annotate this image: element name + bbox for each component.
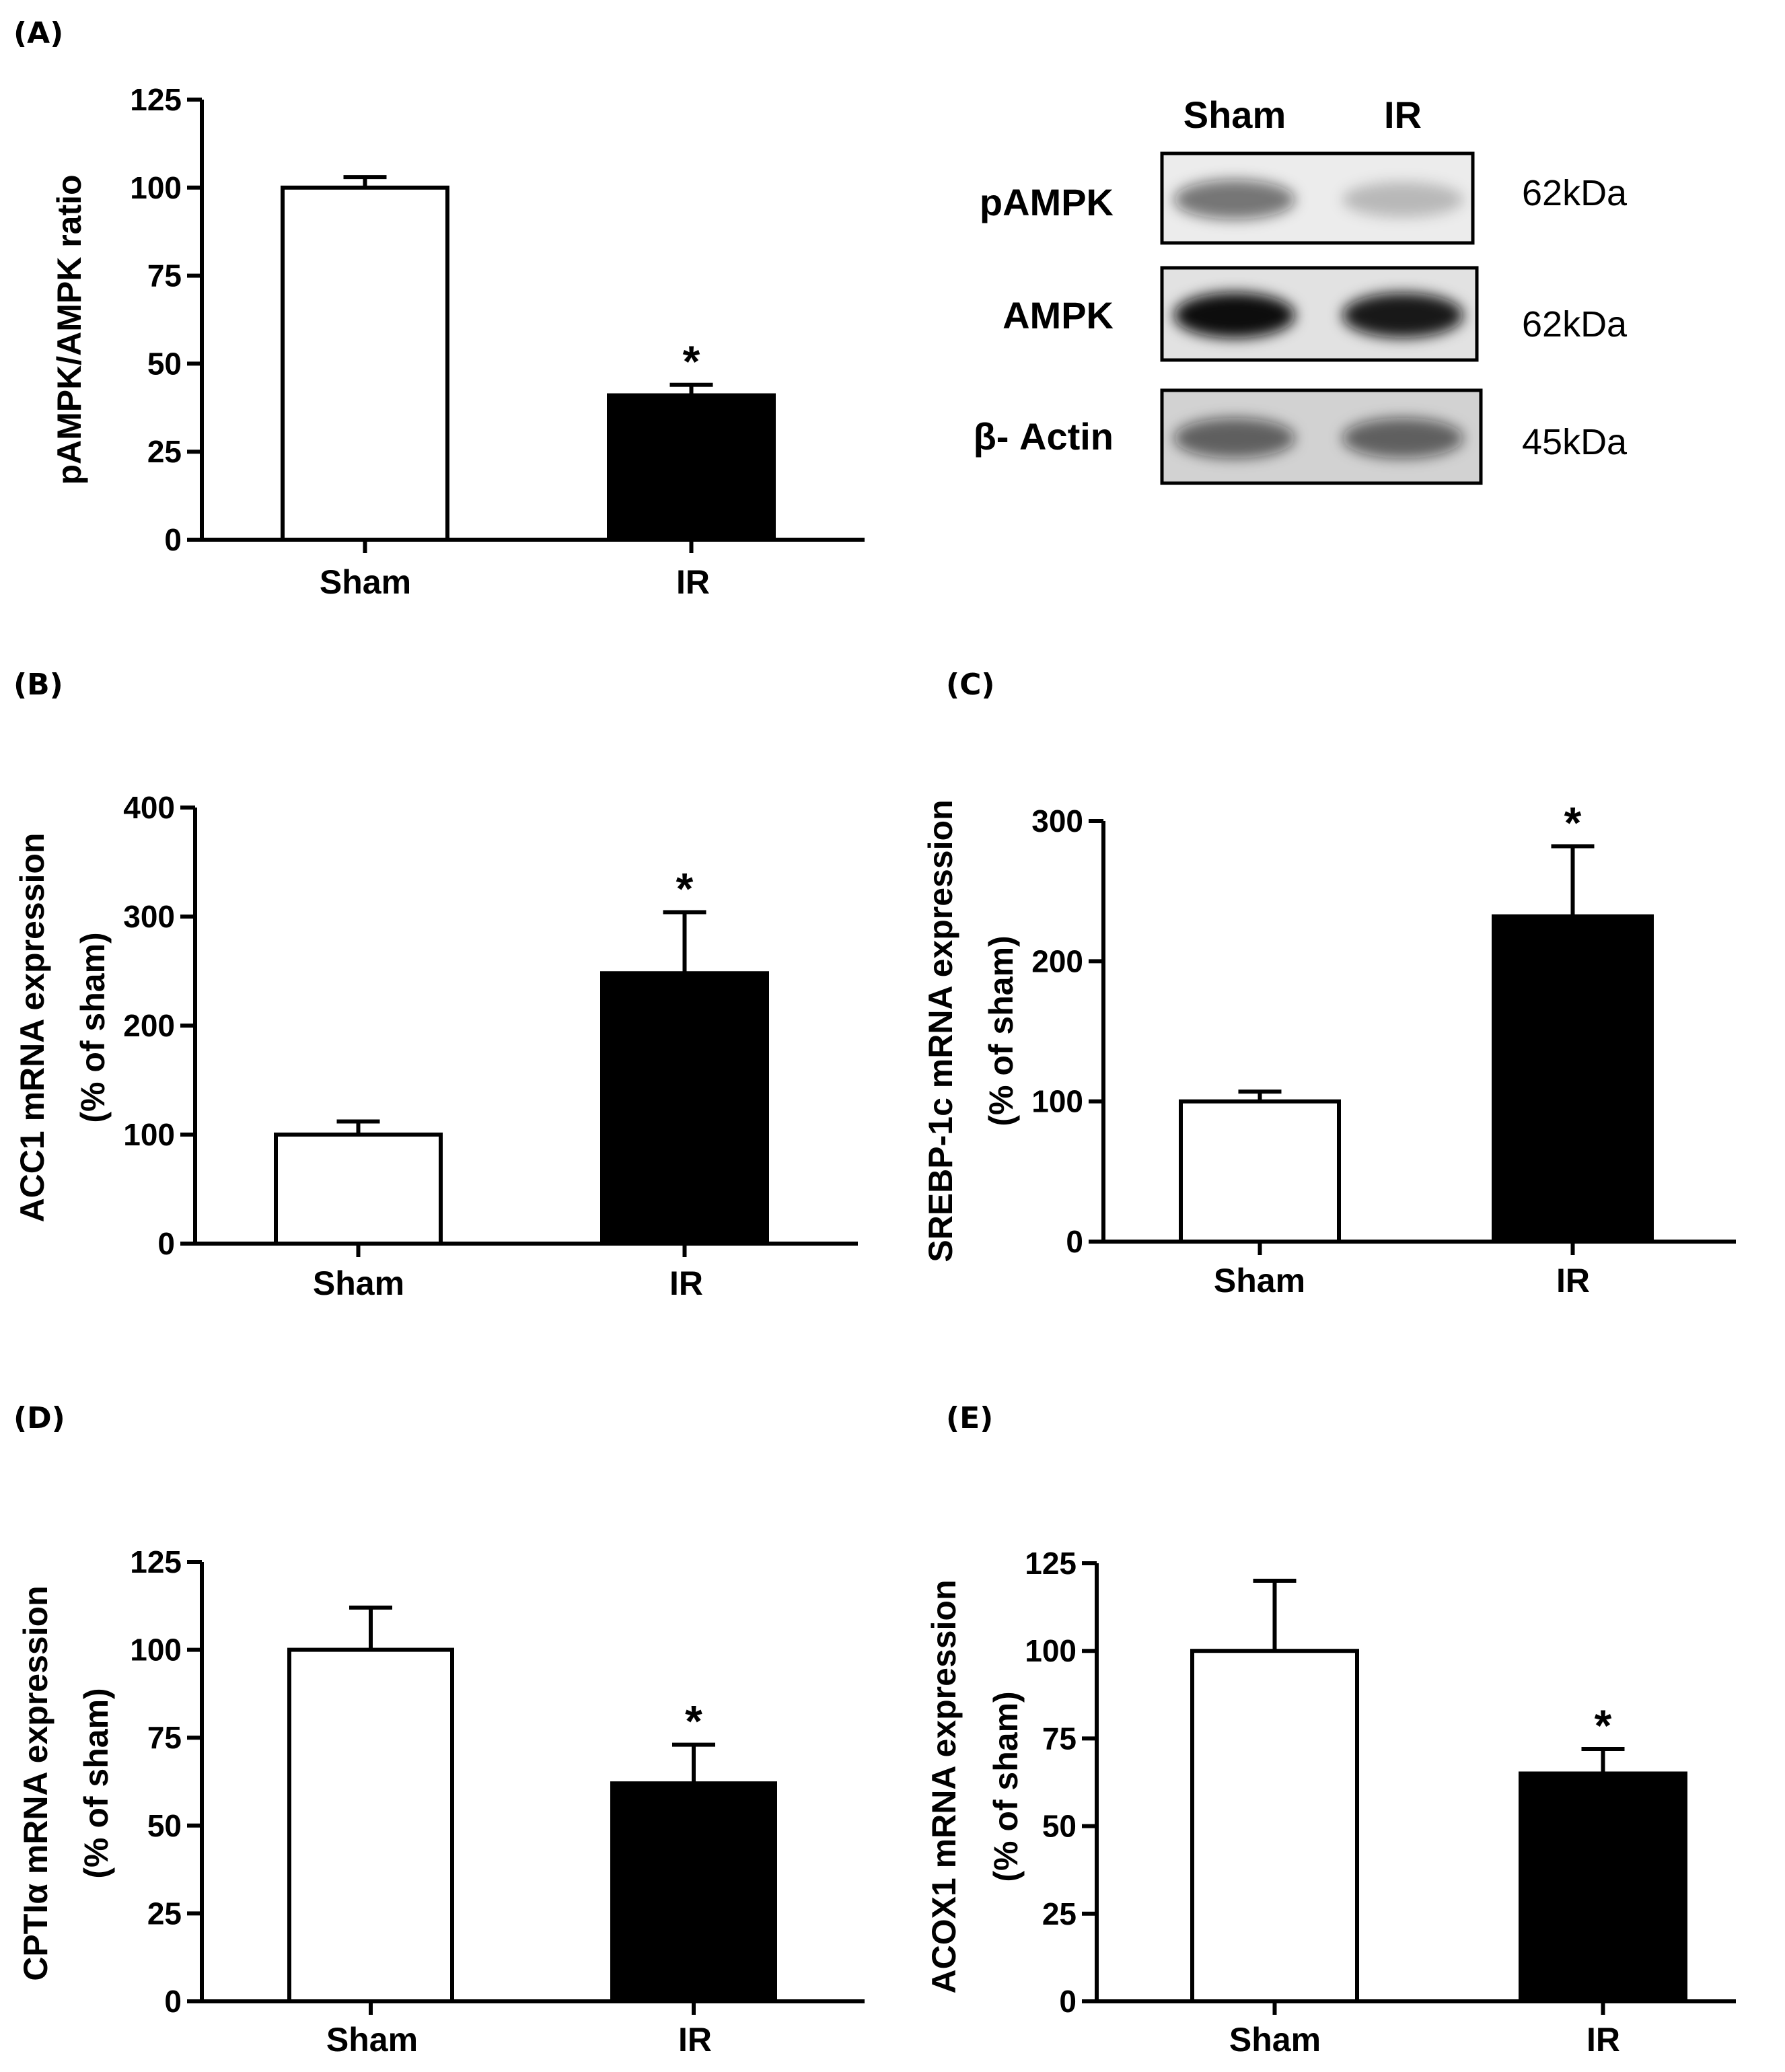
blot-molecular-weight: 62kDa (1522, 304, 1628, 345)
y-tick-label: 75 (147, 1720, 182, 1755)
blot-protein-label: β- Actin (974, 415, 1114, 458)
x-tick-label: Sham (326, 2021, 418, 2059)
y-tick-label: 0 (1059, 1984, 1077, 2019)
bar (281, 185, 449, 542)
blot-band (1174, 292, 1295, 338)
y-tick-label: 50 (147, 346, 182, 381)
y-axis-title: ACOX1 mRNA expression (925, 1580, 963, 1994)
y-tick-label: 0 (1066, 1224, 1083, 1259)
y-tick-label: 100 (130, 1633, 182, 1668)
significance-marker: * (1595, 1701, 1612, 1750)
blot-band (1342, 182, 1463, 217)
blot-molecular-weight: 62kDa (1522, 173, 1628, 213)
blot-protein-label: pAMPK (980, 181, 1114, 223)
blot-molecular-weight: 45kDa (1522, 422, 1628, 462)
bar (1492, 914, 1654, 1244)
blot-lane-label: IR (1384, 94, 1422, 136)
y-tick-label: 50 (1042, 1809, 1077, 1844)
blot-band (1342, 293, 1463, 338)
bar (607, 393, 776, 542)
bar (600, 971, 769, 1246)
blot-band (1174, 180, 1295, 219)
blot-protein-label: AMPK (1003, 294, 1114, 336)
bar (610, 1781, 777, 2004)
y-tick-label: 75 (1042, 1721, 1077, 1756)
bar (274, 1133, 443, 1246)
x-tick-label: IR (1587, 2021, 1620, 2059)
x-tick-label: IR (676, 563, 710, 601)
x-tick-label: IR (678, 2021, 712, 2059)
y-tick-label: 0 (164, 522, 182, 557)
y-tick-label: 400 (123, 790, 175, 825)
x-tick-label: Sham (313, 1264, 404, 1302)
y-tick-label: 25 (147, 434, 182, 469)
y-tick-label: 100 (1031, 1084, 1083, 1119)
panel-label: (D) (13, 1401, 65, 1435)
y-tick-label: 50 (147, 1808, 182, 1843)
y-tick-label: 300 (1031, 803, 1083, 838)
y-axis-subtitle: (% of sham) (74, 932, 112, 1122)
y-tick-label: 125 (130, 82, 182, 117)
y-tick-label: 0 (164, 1984, 182, 2019)
x-tick-label: Sham (1214, 1262, 1305, 1299)
y-tick-label: 100 (123, 1117, 175, 1152)
bar (1519, 1771, 1687, 2003)
significance-marker: * (683, 336, 700, 386)
panel-label: (C) (946, 668, 995, 702)
blot-band (1342, 418, 1463, 458)
y-axis-title: CPTIα mRNA expression (17, 1585, 54, 1980)
x-tick-label: IR (1556, 1262, 1590, 1299)
bar (1179, 1099, 1341, 1244)
y-tick-label: 100 (1025, 1633, 1077, 1668)
y-axis-subtitle: (% of sham) (987, 1691, 1025, 1882)
y-tick-label: 100 (130, 170, 182, 205)
bar (1190, 1649, 1359, 2003)
x-tick-label: IR (669, 1264, 703, 1302)
y-axis-subtitle: (% of sham) (77, 1688, 115, 1878)
y-tick-label: 125 (1025, 1546, 1077, 1581)
panel-label: (A) (13, 16, 63, 50)
y-tick-label: 25 (1042, 1896, 1077, 1931)
blot-lane-label: Sham (1183, 94, 1286, 136)
y-tick-label: 0 (157, 1226, 175, 1261)
bar (287, 1647, 454, 2004)
significance-marker: * (1564, 798, 1582, 848)
y-tick-label: 25 (147, 1896, 182, 1931)
panel-label: (E) (946, 1401, 993, 1435)
y-axis-title: pAMPK/AMPK ratio (50, 174, 88, 485)
y-axis-title: ACC1 mRNA expression (13, 833, 51, 1223)
y-tick-label: 200 (123, 1008, 175, 1043)
panel-label: (B) (13, 668, 63, 702)
y-axis-subtitle: (% of sham) (982, 935, 1020, 1126)
y-tick-label: 300 (123, 899, 175, 934)
y-tick-label: 125 (130, 1544, 182, 1579)
y-axis-title: SREBP-1c mRNA expression (922, 799, 959, 1262)
x-tick-label: Sham (320, 563, 411, 601)
y-tick-label: 75 (147, 258, 182, 293)
significance-marker: * (685, 1696, 702, 1746)
x-tick-label: Sham (1229, 2021, 1321, 2059)
blot-band (1174, 418, 1295, 458)
y-tick-label: 200 (1031, 943, 1083, 978)
significance-marker: * (676, 864, 694, 914)
